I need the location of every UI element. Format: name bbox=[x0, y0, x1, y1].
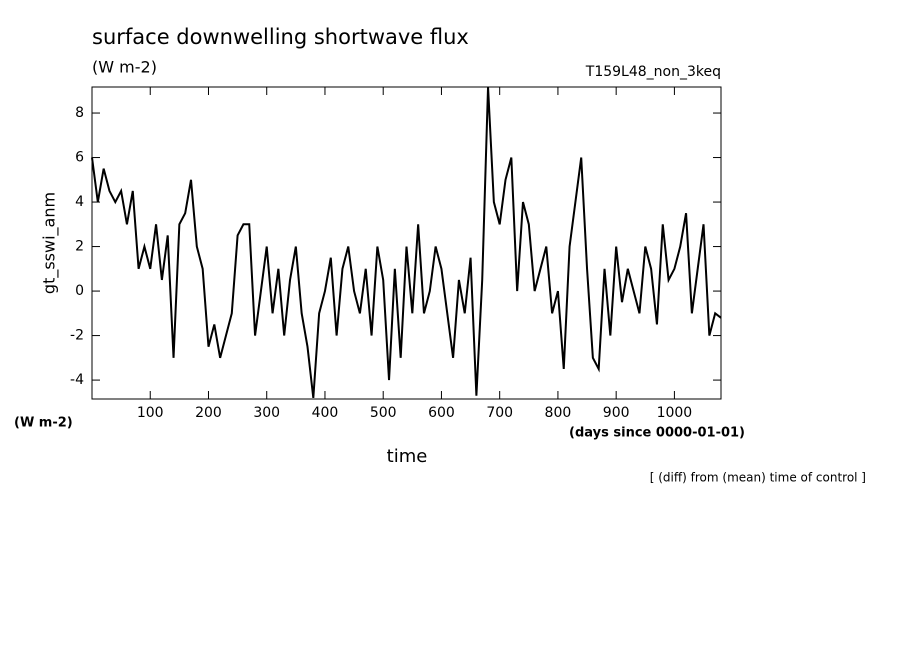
x-tick-label: 200 bbox=[195, 405, 222, 421]
x-tick-label: 400 bbox=[312, 405, 339, 421]
y-axis-label: gt_sswi_anm bbox=[40, 192, 60, 294]
y-tick-label: -4 bbox=[70, 372, 84, 388]
x-axis-label: time bbox=[387, 446, 428, 467]
y-tick-label: -2 bbox=[70, 328, 84, 344]
y-tick-label: 8 bbox=[75, 105, 84, 121]
x-tick-label: 700 bbox=[486, 405, 513, 421]
x-tick-label: 600 bbox=[428, 405, 455, 421]
subtitle: (W m-2) bbox=[92, 58, 157, 77]
data-line bbox=[91, 86, 722, 399]
y-tick-label: 2 bbox=[75, 239, 84, 255]
x-tick-label: 500 bbox=[370, 405, 397, 421]
y-tick-label: 6 bbox=[75, 150, 84, 166]
x-tick-label: 100 bbox=[137, 405, 164, 421]
y-units: (W m-2) bbox=[14, 416, 73, 431]
run-label: T159L48_non_3keq bbox=[585, 64, 721, 80]
x-tick-label: 300 bbox=[253, 405, 280, 421]
y-tick-label: 0 bbox=[75, 283, 84, 299]
x-tick-label: 900 bbox=[603, 405, 630, 421]
x-units: (days since 0000-01-01) bbox=[569, 426, 745, 441]
x-tick-label: 800 bbox=[545, 405, 572, 421]
plot-frame bbox=[91, 86, 722, 400]
chart-title: surface downwelling shortwave flux bbox=[92, 25, 469, 49]
x-tick-label: 1000 bbox=[657, 405, 693, 421]
note: [ (diff) from (mean) time of control ] bbox=[650, 471, 866, 485]
y-tick-label: 4 bbox=[75, 194, 84, 210]
